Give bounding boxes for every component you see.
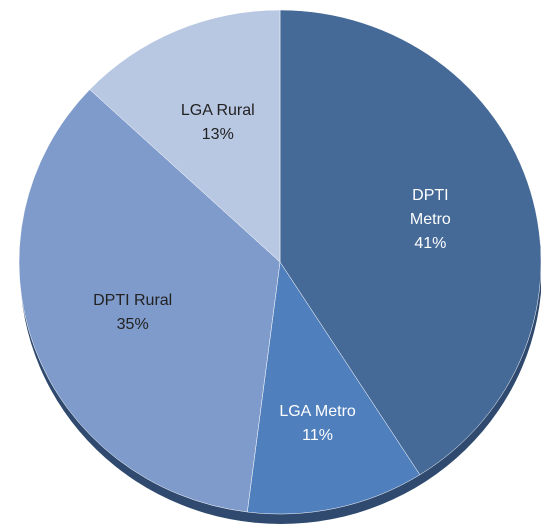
slice-category: DPTI Metro bbox=[409, 186, 451, 228]
slice-category: LGA Rural bbox=[180, 102, 255, 120]
pie-slice bbox=[18, 89, 281, 513]
pie-slice bbox=[89, 9, 281, 263]
pie-slice bbox=[247, 261, 421, 515]
slice-category: DPTI Rural bbox=[93, 292, 173, 310]
slice-value: 13% bbox=[201, 126, 234, 144]
slice-label: LGA Metro 11% bbox=[263, 400, 373, 448]
slice-category: LGA Metro bbox=[279, 403, 356, 421]
slice-label: DPTI Rural 35% bbox=[78, 289, 188, 337]
slice-value: 41% bbox=[414, 234, 447, 252]
slice-label: LGA Rural 13% bbox=[163, 99, 273, 147]
pie-slice bbox=[279, 9, 541, 476]
slice-value: 11% bbox=[302, 427, 333, 445]
slice-value: 35% bbox=[116, 316, 149, 334]
slice-label: DPTI Metro 41% bbox=[400, 184, 460, 256]
